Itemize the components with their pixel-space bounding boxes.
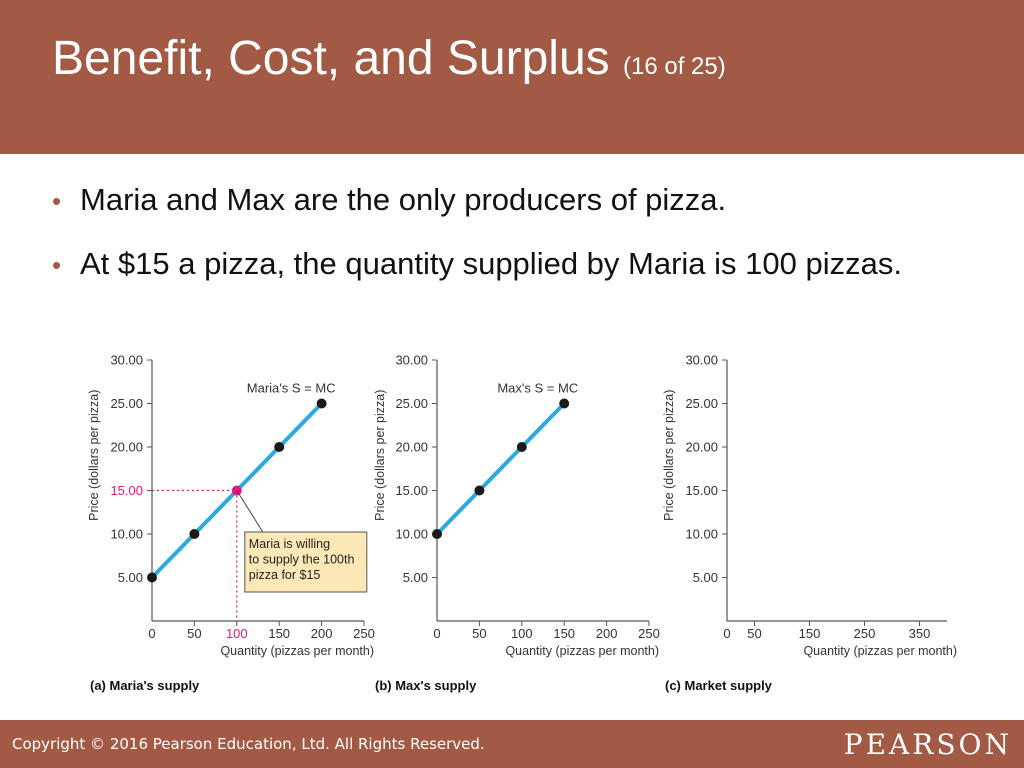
data-point — [189, 529, 200, 539]
y-tick-label: 20.00 — [395, 440, 428, 455]
y-tick-label: 25.00 — [685, 396, 718, 411]
callout-leader-line — [236, 490, 264, 533]
x-tick-label: 250 — [638, 626, 660, 641]
data-point — [274, 442, 285, 452]
bullet-text: At $15 a pizza, the quantity supplied by… — [80, 246, 902, 281]
supply-curve-label: Max's S = MC — [497, 381, 578, 396]
y-tick-label: 30.00 — [395, 353, 428, 368]
x-tick-label: 100 — [511, 626, 533, 641]
x-tick-label: 150 — [799, 626, 821, 641]
data-point — [147, 572, 157, 583]
panel-title: (c) Market supply — [665, 678, 773, 693]
chart-panel-c: 5.00 10.00 15.00 20.00 25.00 30.00 0 50 150 250 35… — [662, 353, 957, 694]
x-tick-label: 50 — [187, 626, 201, 641]
y-axis-title: Price (dollars per pizza) — [373, 390, 387, 521]
y-tick-label: 15.00 — [685, 483, 718, 498]
x-axis-title: Quantity (pizzas per month) — [505, 644, 659, 658]
data-point — [316, 398, 327, 409]
y-tick-label: 30.00 — [685, 353, 718, 368]
y-tick-label: 5.00 — [693, 570, 718, 585]
panel-title: (a) Maria's supply — [90, 678, 200, 693]
data-point — [516, 442, 527, 452]
bullet-dot-icon: • — [52, 250, 62, 280]
x-tick-label: 350 — [909, 626, 931, 641]
y-tick-label: 10.00 — [395, 527, 428, 542]
y-tick-label: 25.00 — [110, 396, 143, 411]
slide-footer: Copyright © 2016 Pearson Education, Ltd.… — [0, 720, 1024, 768]
slide-title-text: Benefit, Cost, and Surplus — [52, 32, 610, 85]
supply-curve — [435, 401, 567, 536]
x-tick-label: 0 — [723, 626, 730, 641]
x-tick-label: 250 — [854, 626, 876, 641]
data-point — [432, 529, 442, 539]
x-tick-label: 0 — [148, 626, 155, 641]
slide-title: Benefit, Cost, and Surplus (16 of 25) — [52, 30, 726, 96]
callout-text-line: pizza for $15 — [249, 568, 321, 582]
x-tick-label: 200 — [596, 626, 618, 641]
y-tick-label: 5.00 — [118, 570, 143, 585]
data-point — [474, 485, 485, 496]
y-tick-label: 20.00 — [685, 440, 718, 455]
panel-title: (b) Max's supply — [375, 678, 477, 693]
x-tick-label: 150 — [553, 626, 575, 641]
x-tick-label: 50 — [747, 626, 761, 641]
supply-curve-label: Maria's S = MC — [247, 381, 336, 396]
slide-counter: (16 of 25) — [623, 53, 726, 80]
y-tick-label: 5.00 — [403, 570, 428, 585]
bullet-item: • At $15 a pizza, the quantity supplied b… — [52, 244, 952, 283]
slide-header: Benefit, Cost, and Surplus (16 of 25) — [0, 0, 1024, 154]
publisher-logo: PEARSON — [843, 728, 1012, 761]
x-tick-label: 100 — [226, 626, 248, 641]
x-tick-label: 0 — [433, 626, 440, 641]
y-tick-label: 10.00 — [685, 527, 718, 542]
chart-panel-b: 5.00 10.00 15.00 20.00 25.00 30.00 0 50 100 150 20… — [373, 353, 660, 694]
data-point — [559, 398, 570, 409]
bullet-dot-icon: • — [52, 186, 62, 216]
y-axis-title: Price (dollars per pizza) — [87, 390, 101, 521]
y-tick-label: 15.00 — [110, 483, 143, 498]
y-tick-label: 15.00 — [395, 483, 428, 498]
x-tick-label: 250 — [353, 626, 375, 641]
x-axis-title: Quantity (pizzas per month) — [220, 644, 374, 658]
y-tick-label: 20.00 — [110, 440, 143, 455]
supply-charts: 5.00 10.00 15.00 20.00 25.00 30.00 0 50 100 150 20… — [87, 353, 957, 694]
y-axis-title: Price (dollars per pizza) — [662, 390, 676, 521]
x-tick-label: 150 — [268, 626, 290, 641]
x-axis-title: Quantity (pizzas per month) — [803, 644, 957, 658]
y-tick-label: 10.00 — [110, 527, 143, 542]
bullet-list: • Maria and Max are the only producers of… — [52, 180, 952, 283]
chart-panel-a: 5.00 10.00 15.00 20.00 25.00 30.00 0 50 100 150 20… — [87, 353, 375, 694]
callout-text-line: Maria is willing — [249, 537, 330, 551]
bullet-text: Maria and Max are the only producers of … — [80, 182, 727, 217]
copyright-notice: Copyright © 2016 Pearson Education, Ltd.… — [12, 735, 485, 753]
y-tick-label: 30.00 — [110, 353, 143, 368]
bullet-item: • Maria and Max are the only producers of… — [52, 180, 952, 219]
y-tick-label: 25.00 — [395, 396, 428, 411]
callout-text-line: to supply the 100th — [249, 553, 355, 567]
x-tick-label: 200 — [311, 626, 333, 641]
x-tick-label: 50 — [472, 626, 486, 641]
callout-box — [244, 531, 368, 593]
